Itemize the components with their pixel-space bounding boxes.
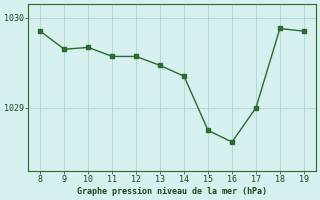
- X-axis label: Graphe pression niveau de la mer (hPa): Graphe pression niveau de la mer (hPa): [77, 187, 267, 196]
